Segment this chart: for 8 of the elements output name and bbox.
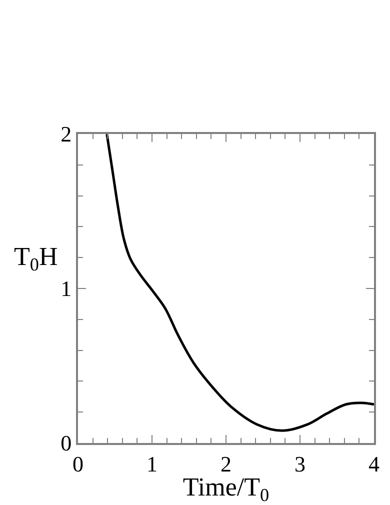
y-axis-title: T$_{0}$H	[14, 242, 58, 274]
y-tick-label: 2	[60, 122, 72, 147]
y-tick-label: 0	[60, 430, 72, 456]
line-series	[106, 134, 374, 432]
x-tick-label: 3	[294, 451, 306, 476]
x-tick-label: 1	[146, 451, 158, 476]
y-tick-label: 1	[60, 276, 72, 302]
x-tick-label: 4	[368, 451, 380, 476]
